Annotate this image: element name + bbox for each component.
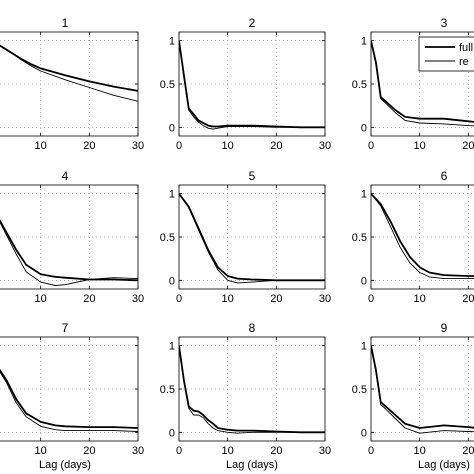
x-axis-label: Lag (days) <box>418 459 470 471</box>
x-tick-label: 30 <box>132 445 144 457</box>
y-tick-label: 0.5 <box>352 384 367 396</box>
y-tick-label: 0.5 <box>160 384 175 396</box>
legend: full re <box>418 36 474 72</box>
legend-label-re: re <box>459 56 469 68</box>
y-tick-label: 1 <box>361 341 367 353</box>
panel-title: 6 <box>441 169 448 183</box>
legend-label-full: full <box>459 42 473 54</box>
x-tick-label: 20 <box>270 140 282 152</box>
panel-5: 0 10 20 30 0 0.5 1 5 <box>160 169 331 305</box>
x-tick-label: 10 <box>414 445 426 457</box>
y-tick-label: 1 <box>169 36 175 48</box>
panel-title: 7 <box>62 321 69 335</box>
x-tick-label: 0 <box>368 140 374 152</box>
x-tick-label: 10 <box>35 140 47 152</box>
x-axis-label: Lag (days) <box>39 459 91 471</box>
y-tick-label: 1 <box>361 36 367 48</box>
panel-8: 0 10 20 30 0 0.5 1 8 Lag (days) <box>160 321 331 471</box>
x-tick-label: 30 <box>319 293 331 305</box>
x-tick-label: 0 <box>368 445 374 457</box>
x-tick-label: 20 <box>83 140 95 152</box>
axes-box <box>370 336 474 442</box>
series-line-re <box>179 193 325 284</box>
y-tick-label: 1 <box>361 189 367 201</box>
series-line-re <box>371 193 474 280</box>
y-tick-label: 0 <box>169 427 175 439</box>
y-tick-label: 0.5 <box>352 79 367 91</box>
x-tick-label: 0 <box>176 293 182 305</box>
panel-title: 5 <box>249 169 256 183</box>
x-tick-label: 20 <box>270 293 282 305</box>
x-tick-label: 0 <box>176 140 182 152</box>
series-line-full <box>179 345 325 434</box>
series-line-re <box>0 371 138 432</box>
series-line-re <box>179 345 325 434</box>
series-line-re <box>371 40 474 127</box>
series-line-re <box>371 345 474 434</box>
x-tick-label: 20 <box>270 445 282 457</box>
y-tick-label: 0.5 <box>352 232 367 244</box>
series-line-re <box>0 45 138 102</box>
x-tick-label: 20 <box>83 445 95 457</box>
x-tick-label: 20 <box>462 140 474 152</box>
x-tick-label: 20 <box>83 293 95 305</box>
panel-title: 1 <box>62 16 69 30</box>
series-line-full <box>0 44 138 92</box>
y-tick-label: 0 <box>361 427 367 439</box>
series-line-re <box>179 40 325 130</box>
x-tick-label: 10 <box>414 293 426 305</box>
y-tick-label: 1 <box>169 189 175 201</box>
series-line-full <box>371 345 474 429</box>
x-tick-label: 10 <box>35 445 47 457</box>
x-tick-label: 10 <box>222 445 234 457</box>
y-tick-label: 0.5 <box>160 79 175 91</box>
x-axis-label: Lag (days) <box>226 459 278 471</box>
series-line-full <box>371 193 474 277</box>
x-tick-label: 10 <box>35 293 47 305</box>
y-tick-label: 1 <box>169 341 175 353</box>
x-tick-label: 20 <box>462 293 474 305</box>
series-line-full <box>0 219 138 282</box>
panel-title: 9 <box>441 321 448 335</box>
y-tick-label: 0 <box>169 122 175 134</box>
y-tick-label: 0.5 <box>160 232 175 244</box>
series-line-full <box>179 40 325 129</box>
legend-box <box>418 36 474 72</box>
panel-2: 0 10 20 30 0 0.5 1 2 <box>160 16 331 152</box>
x-tick-label: 30 <box>132 140 144 152</box>
y-tick-label: 0 <box>169 275 175 287</box>
y-tick-label: 0 <box>361 275 367 287</box>
x-tick-label: 10 <box>222 140 234 152</box>
x-tick-label: 10 <box>414 140 426 152</box>
panel-title: 3 <box>441 16 448 30</box>
x-tick-label: 30 <box>319 445 331 457</box>
y-tick-label: 0 <box>361 122 367 134</box>
x-tick-label: 30 <box>132 293 144 305</box>
x-tick-label: 0 <box>368 293 374 305</box>
panel-title: 4 <box>62 169 69 183</box>
x-tick-label: 30 <box>319 140 331 152</box>
panel-title: 8 <box>249 321 256 335</box>
x-tick-label: 0 <box>176 445 182 457</box>
x-tick-label: 10 <box>222 293 234 305</box>
x-tick-label: 20 <box>462 445 474 457</box>
series-line-re <box>0 221 138 286</box>
panel-title: 2 <box>249 16 256 30</box>
series-line-full <box>0 368 138 429</box>
